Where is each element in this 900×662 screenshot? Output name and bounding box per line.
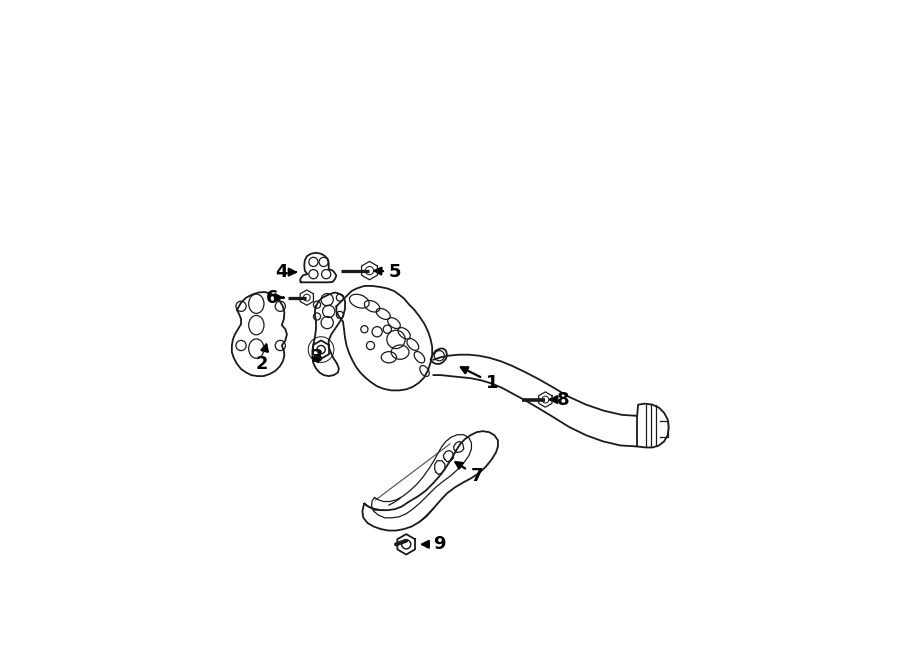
Text: 1: 1 (461, 367, 498, 392)
Text: 9: 9 (422, 536, 446, 553)
Text: 5: 5 (374, 263, 401, 281)
Text: 8: 8 (550, 391, 570, 408)
Text: 7: 7 (455, 462, 482, 485)
Text: 3: 3 (311, 348, 324, 366)
Text: 2: 2 (256, 344, 268, 373)
Text: 6: 6 (266, 289, 284, 307)
Text: 4: 4 (275, 263, 295, 281)
